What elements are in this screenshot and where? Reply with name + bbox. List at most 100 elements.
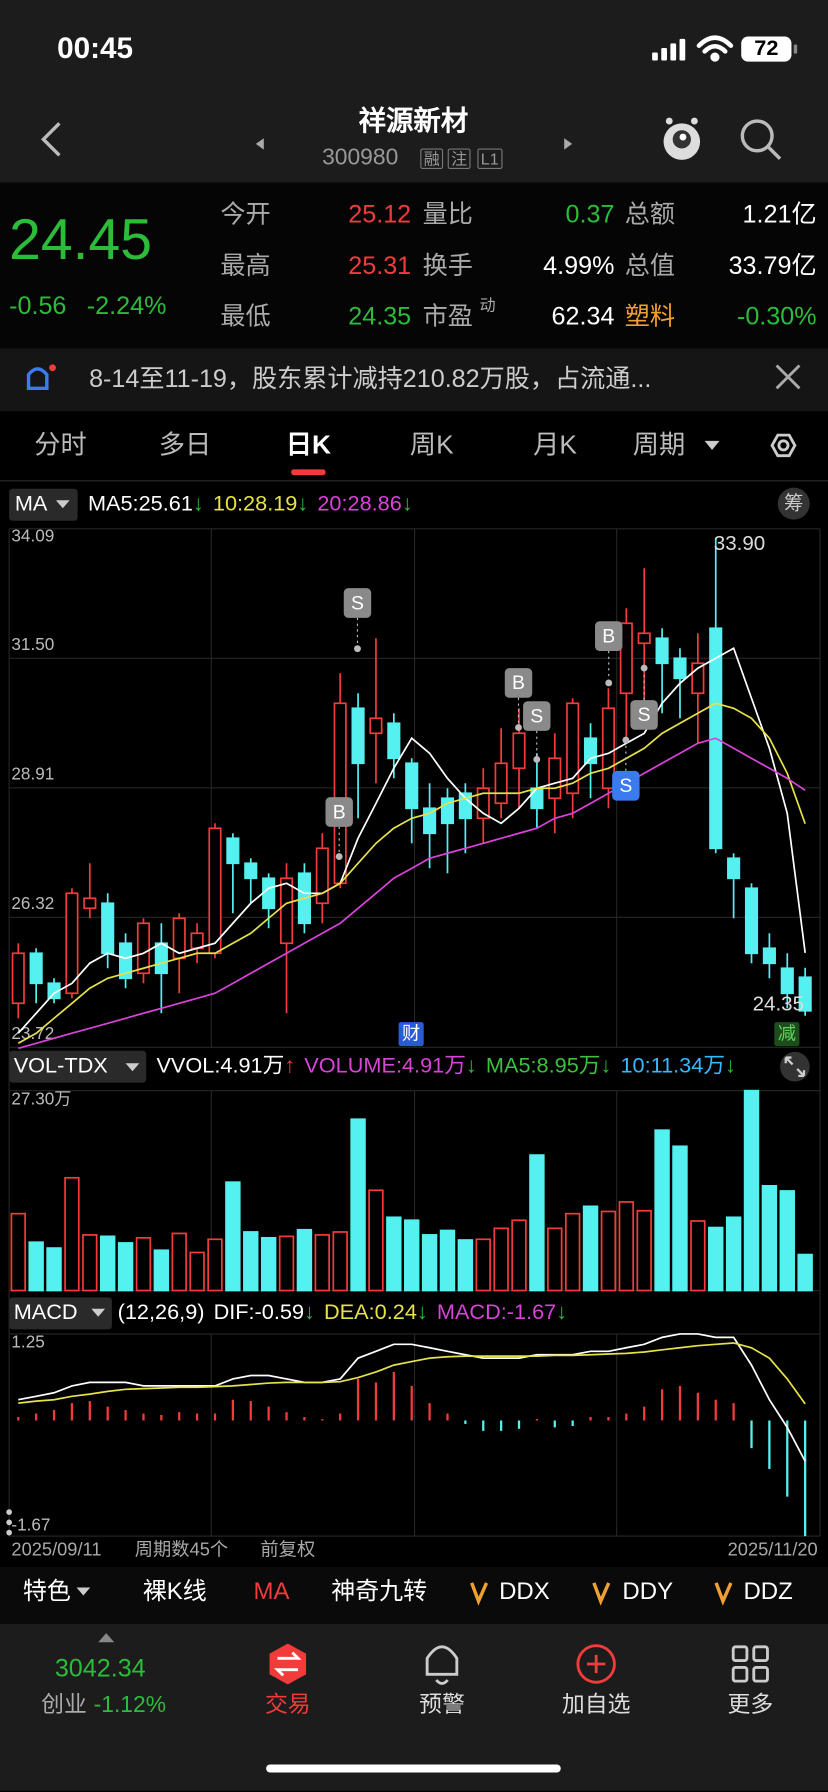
stock-tag: 注 [447,148,471,170]
quote-label-sup: 动 [479,295,496,314]
bell-icon [26,364,56,391]
volume-bar [439,1229,456,1292]
indicator-option[interactable]: MA [253,1578,290,1606]
legend-arrow: ↓ [304,1300,315,1325]
tab-label[interactable]: 加自选 [561,1692,631,1718]
candle-body [440,797,455,825]
indicator-option[interactable]: 特色 [22,1578,71,1606]
tab-label[interactable]: 更多 [727,1692,774,1718]
period-count: 周期数45个 [134,1541,229,1561]
period-tab[interactable]: 周期 [632,429,686,460]
legend-row: DIF:-0.59↓ DEA:0.24↓ MACD:-1.67↓ [214,1300,568,1327]
candle-body [101,902,115,955]
signal-label: B [602,625,615,647]
legend-item: MA5:25.61↓ [88,491,204,518]
signal-badge [630,700,658,730]
indicator-option[interactable]: DDX [499,1578,550,1606]
indicator-option[interactable]: 裸K线 [142,1578,207,1606]
period-tab[interactable]: 周K [409,429,454,460]
event-marker-label: 减 [778,1023,796,1044]
indicator-option[interactable]: 神奇九转 [331,1578,428,1606]
signal-dot [605,679,613,687]
back-icon[interactable] [40,122,61,157]
y-tick-label: 31.50 [11,634,54,654]
volume-bar [708,1226,724,1292]
drag-handle[interactable] [6,1509,12,1536]
indicator-box[interactable] [9,1050,147,1083]
legend-item: DIF:-0.59↓ [214,1300,315,1327]
volume-bar [296,1228,313,1292]
candle-body [494,762,508,805]
period-tab[interactable]: 分时 [34,429,87,460]
volume-bar [743,1089,760,1292]
period-tab[interactable]: 日K [285,429,331,460]
period-tab[interactable]: 月K [533,429,577,460]
candle-body [208,827,222,955]
volume-bar [64,1176,80,1292]
close-icon[interactable] [775,364,801,390]
candle-body [369,717,383,735]
candle-body [405,762,419,810]
legend-text: DEA:0.24 [324,1300,417,1325]
indicator-name[interactable]: VOL-TDX [13,1053,108,1078]
notice-text[interactable]: 8-14至11-19，股东累计减持210.82万股，占流通... [89,364,652,393]
indicator-box[interactable] [9,488,78,521]
adjust-mode: 前复权 [260,1541,316,1561]
signal-badge [612,770,640,801]
add-watch-icon[interactable] [576,1644,616,1684]
indicator-name[interactable]: MA [14,491,48,516]
volume-bar [386,1216,402,1292]
search-icon[interactable] [740,119,782,160]
legend-item: MA5:8.95万↓ [486,1053,611,1080]
index-change: -1.12% [93,1692,167,1718]
quote-value: 0.37 [565,199,615,229]
stock-code: 300980 [322,145,399,171]
indicator-option[interactable]: DDY [622,1578,674,1606]
expand-icon[interactable] [780,1051,810,1082]
volume-bar [332,1231,348,1292]
alert-icon[interactable] [425,1645,459,1685]
candle-body [780,967,794,995]
settings-icon[interactable] [770,433,797,458]
candle-body [637,632,651,645]
dropdown-icon[interactable] [704,440,720,450]
battery-level: 72 [754,36,779,61]
legend-text: 20:28.86 [317,492,402,517]
chip-badge-bg[interactable] [777,487,810,520]
y-tick-label: 28.91 [11,764,54,784]
next-icon[interactable] [564,138,573,150]
prev-icon[interactable] [255,138,264,150]
trade-icon[interactable] [269,1643,307,1685]
volume-bar [779,1190,795,1292]
volume-bar [82,1234,98,1292]
event-marker [398,1022,424,1047]
y-tick-label: 26.32 [11,893,54,913]
chip-badge[interactable]: 筹 [784,492,804,514]
indicator-name[interactable]: MACD [13,1300,78,1325]
candle-body [262,877,276,910]
indicator-box[interactable] [9,1297,112,1330]
indicator-option[interactable]: DDZ [743,1578,793,1606]
volume-bar [725,1216,742,1292]
signal-label: B [512,672,525,694]
candle-body [423,807,437,835]
tab-label[interactable]: 预警 [419,1692,465,1718]
tab-label[interactable]: 交易 [264,1692,311,1718]
y-tick-label: -1.67 [11,1514,50,1534]
candle-body [530,787,544,810]
period-tab[interactable]: 多日 [158,429,212,460]
index-value[interactable]: 3042.34 [54,1653,146,1683]
last-price: 24.45 [9,207,153,272]
more-icon[interactable] [731,1645,769,1683]
volume-bar [314,1234,331,1292]
quote-value: 62.34 [551,301,615,330]
mascot-icon[interactable] [663,117,701,160]
legend-arrow: ↓ [725,1054,736,1079]
quote-value: 1.21亿 [742,199,817,229]
volume-bar [672,1145,688,1292]
volume-bar [493,1227,509,1292]
volume-bar [457,1239,474,1292]
expand-arrow[interactable] [98,1633,115,1643]
dropdown-icon [125,1063,140,1072]
